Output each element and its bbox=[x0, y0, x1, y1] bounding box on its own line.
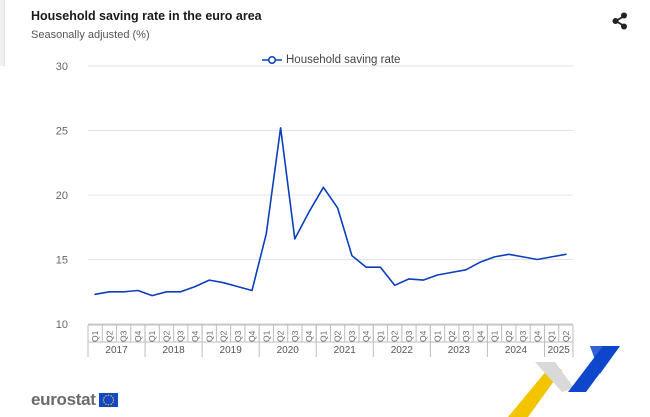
data-point bbox=[535, 258, 539, 262]
x-tick-quarter-label: Q3 bbox=[461, 330, 471, 342]
data-point bbox=[207, 278, 211, 282]
data-point bbox=[564, 252, 568, 256]
x-tick-quarter-label: Q2 bbox=[561, 330, 571, 342]
data-point bbox=[150, 294, 154, 298]
x-tick-quarter-label: Q4 bbox=[475, 330, 485, 342]
data-point bbox=[393, 283, 397, 287]
data-point bbox=[378, 265, 382, 269]
data-point bbox=[507, 252, 511, 256]
x-tick-quarter-label: Q4 bbox=[190, 330, 200, 342]
x-tick-year-label: 2021 bbox=[334, 345, 357, 356]
legend-item-household-saving-rate[interactable]: Household saving rate bbox=[262, 52, 400, 68]
x-tick-quarter-label: Q2 bbox=[333, 330, 343, 342]
x-tick-quarter-label: Q1 bbox=[261, 330, 271, 342]
data-point bbox=[279, 126, 283, 130]
data-point bbox=[421, 278, 425, 282]
data-point bbox=[350, 254, 354, 258]
x-tick-quarter-label: Q2 bbox=[447, 330, 457, 342]
legend-label: Household saving rate bbox=[286, 54, 401, 66]
data-point bbox=[321, 185, 325, 189]
data-point bbox=[521, 255, 525, 259]
x-tick-quarter-label: Q4 bbox=[361, 330, 371, 342]
data-point bbox=[264, 232, 268, 236]
data-point bbox=[250, 288, 254, 292]
data-point bbox=[550, 255, 554, 259]
chart-title: Household saving rate in the euro area bbox=[31, 9, 262, 23]
x-tick-quarter-label: Q1 bbox=[490, 330, 500, 342]
data-point bbox=[236, 285, 240, 289]
x-tick-quarter-label: Q1 bbox=[318, 330, 328, 342]
x-tick-quarter-label: Q3 bbox=[119, 330, 129, 342]
series-lines bbox=[93, 126, 568, 298]
eu-flag-icon bbox=[98, 393, 118, 407]
data-point bbox=[136, 288, 140, 292]
x-tick-quarter-label: Q2 bbox=[390, 330, 400, 342]
data-point bbox=[122, 290, 126, 294]
x-axis-ticks: Q1 Q2 Q3 Q4 Q1 Q2 Q3 Q4 Q1 Q2 Q3 Q4 Q1 Q2 Q3 Q4 Q1 Q2 Q3 Q4… bbox=[87, 324, 574, 357]
data-point bbox=[179, 290, 183, 294]
series-line-household-saving-rate bbox=[94, 127, 567, 297]
legend-line-marker-icon bbox=[262, 55, 282, 65]
x-tick-quarter-label: Q4 bbox=[532, 330, 542, 342]
logo-text: eurostat bbox=[31, 390, 96, 409]
y-tick-label: 15 bbox=[56, 255, 68, 267]
x-tick-quarter-label: Q1 bbox=[147, 330, 157, 342]
x-tick-quarter-label: Q2 bbox=[276, 330, 286, 342]
left-panel-edge bbox=[0, 0, 5, 66]
eurostat-logo: eurostat bbox=[31, 390, 118, 410]
x-tick-quarter-label: Q4 bbox=[247, 330, 257, 342]
x-tick-quarter-label: Q2 bbox=[104, 330, 114, 342]
x-tick-quarter-label: Q1 bbox=[90, 330, 100, 342]
x-tick-quarter-label: Q1 bbox=[432, 330, 442, 342]
x-tick-quarter-label: Q3 bbox=[404, 330, 414, 342]
x-tick-year-label: 2023 bbox=[448, 345, 471, 356]
x-tick-quarter-label: Q4 bbox=[133, 330, 143, 342]
x-tick-quarter-label: Q2 bbox=[504, 330, 514, 342]
x-tick-quarter-label: Q3 bbox=[233, 330, 243, 342]
data-point bbox=[364, 265, 368, 269]
x-tick-quarter-label: Q3 bbox=[518, 330, 528, 342]
x-tick-year-label: 2025 bbox=[548, 345, 571, 356]
data-point bbox=[493, 255, 497, 259]
x-tick-year-label: 2019 bbox=[220, 345, 243, 356]
data-point bbox=[222, 281, 226, 285]
share-icon[interactable] bbox=[609, 10, 631, 32]
x-tick-quarter-label: Q2 bbox=[161, 330, 171, 342]
x-tick-quarter-label: Q3 bbox=[176, 330, 186, 342]
data-point bbox=[336, 206, 340, 210]
data-point bbox=[193, 285, 197, 289]
gridlines bbox=[88, 65, 573, 325]
x-tick-year-label: 2022 bbox=[391, 345, 414, 356]
x-tick-year-label: 2018 bbox=[162, 345, 185, 356]
data-point bbox=[164, 290, 168, 294]
data-point bbox=[478, 260, 482, 264]
x-tick-quarter-label: Q4 bbox=[418, 330, 428, 342]
y-tick-label: 25 bbox=[56, 126, 68, 138]
y-tick-label: 30 bbox=[56, 61, 68, 73]
data-point bbox=[435, 273, 439, 277]
x-tick-quarter-label: Q3 bbox=[347, 330, 357, 342]
x-tick-year-label: 2017 bbox=[105, 345, 128, 356]
data-point bbox=[93, 292, 97, 296]
data-point bbox=[407, 277, 411, 281]
x-tick-year-label: 2020 bbox=[277, 345, 300, 356]
data-point bbox=[293, 237, 297, 241]
data-point bbox=[307, 210, 311, 214]
y-tick-label: 10 bbox=[56, 319, 68, 331]
x-tick-year-label: 2024 bbox=[505, 345, 528, 356]
x-tick-quarter-label: Q1 bbox=[547, 330, 557, 342]
x-tick-quarter-label: Q2 bbox=[219, 330, 229, 342]
chart-subtitle: Seasonally adjusted (%) bbox=[31, 29, 150, 41]
x-tick-quarter-label: Q3 bbox=[290, 330, 300, 342]
y-axis-ticks: 10 15 20 25 30 bbox=[56, 61, 68, 331]
x-tick-quarter-label: Q1 bbox=[375, 330, 385, 342]
x-tick-quarter-label: Q1 bbox=[204, 330, 214, 342]
x-tick-quarter-label: Q4 bbox=[304, 330, 314, 342]
data-point bbox=[450, 270, 454, 274]
data-point bbox=[107, 290, 111, 294]
data-point bbox=[464, 268, 468, 272]
y-tick-label: 20 bbox=[56, 190, 68, 202]
